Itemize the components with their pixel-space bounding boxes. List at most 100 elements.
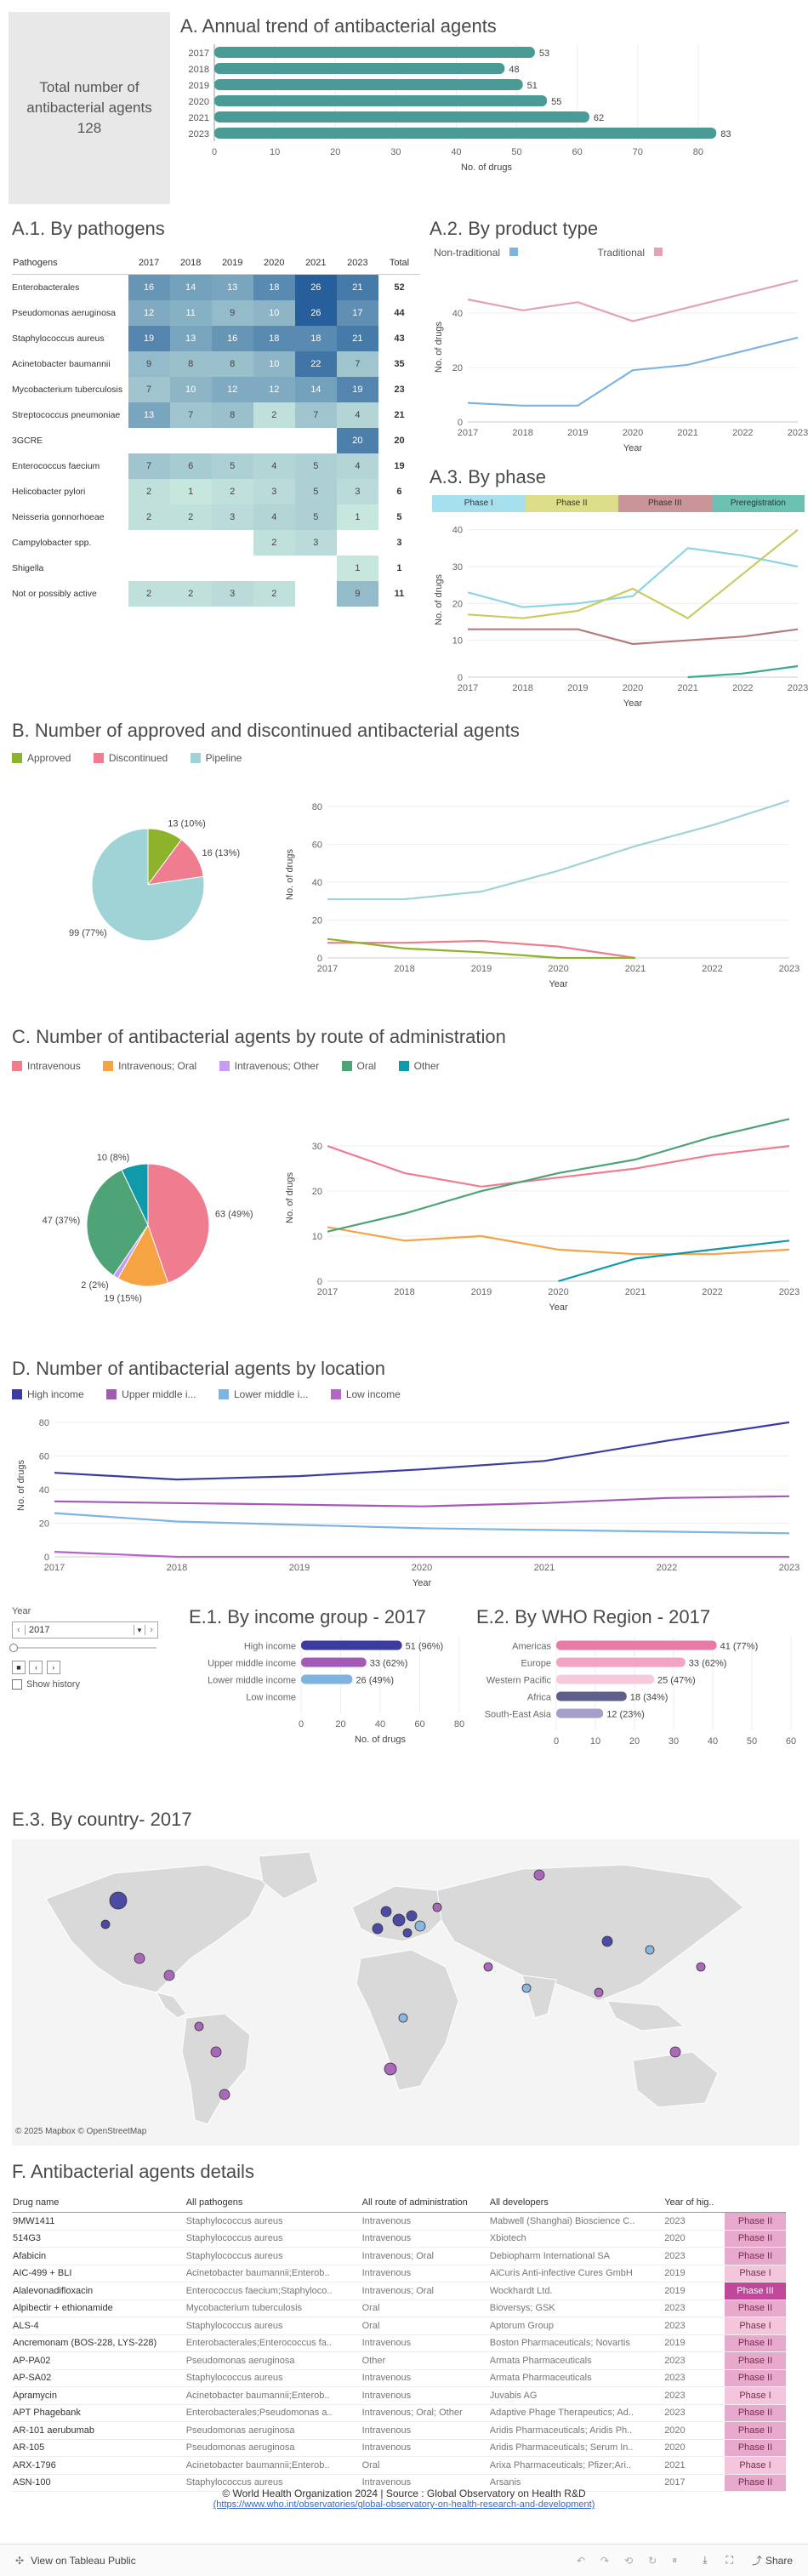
prev-year-button[interactable]: ‹ [17, 1625, 20, 1635]
column-header[interactable]: Year of hig.. [663, 2193, 725, 2213]
view-on-tableau-link[interactable]: View on Tableau Public [31, 2554, 136, 2567]
table-row[interactable]: Alpibectir + ethionamide Mycobacterium tu… [12, 2300, 786, 2317]
table-row[interactable]: AIC-499 + BLI Acinetobacter baumannii;Ent… [12, 2265, 786, 2282]
heat-cell: 2 [211, 479, 253, 504]
revert-icon[interactable]: ⟲ [624, 2554, 634, 2567]
y-tick-label: 60 [312, 840, 322, 850]
slider-handle[interactable] [9, 1644, 18, 1652]
x-tick-label: 2022 [657, 1563, 677, 1573]
x-tick-label: 2019 [471, 964, 492, 974]
heat-cell [128, 428, 170, 453]
chevron-down-icon[interactable]: ▼ [136, 1626, 143, 1634]
checkbox[interactable] [12, 1679, 22, 1690]
bar [214, 128, 717, 139]
drug-name: Alpibectir + ethionamide [12, 2300, 185, 2317]
pathogens-cell: Enterococcus faecium;Staphyloco.. [185, 2282, 361, 2300]
table-row[interactable]: Afabicin Staphylococcus aureus Intravenous… [12, 2247, 786, 2265]
back-button[interactable]: ‹ [29, 1661, 43, 1674]
table-row[interactable]: Alalevonadifloxacin Enterococcus faecium;… [12, 2282, 786, 2300]
x-tick-label: 60 [572, 147, 583, 157]
y-tick-label: 20 [452, 599, 463, 609]
table-row[interactable]: Apramycin Acinetobacter baumannii;Enterob… [12, 2386, 786, 2405]
bar [214, 79, 523, 90]
row-total: 1 [396, 563, 402, 573]
stop-button[interactable]: ■ [12, 1661, 26, 1674]
pause-icon[interactable]: ⏸ [672, 2554, 678, 2566]
x-tick-label: 2023 [788, 683, 808, 693]
show-history-toggle[interactable]: Show history [12, 1679, 80, 1690]
x-tick-label: 60 [786, 1736, 796, 1744]
pathogen-name: Helicobacter pylori [12, 487, 86, 497]
pathogens-cell: Acinetobacter baumannii;Enterob.. [185, 2265, 361, 2282]
tableau-logo-icon: ✣ [15, 2554, 25, 2567]
heat-cell [337, 530, 378, 556]
x-tick-label: 2017 [317, 1287, 338, 1297]
next-year-button[interactable]: › [145, 1625, 157, 1635]
x-tick-label: 2022 [732, 683, 753, 693]
section-title-d: D. Number of antibacterial agents by loc… [12, 1358, 386, 1379]
table-row[interactable]: APT Phagebank Enterobacterales;Pseudomona… [12, 2404, 786, 2422]
phase-legend: Phase I Phase II Phase III Preregistrati… [432, 495, 805, 512]
heat-cell: 5 [294, 479, 337, 504]
section-title-a: A. Annual trend of antibacterial agents [180, 15, 497, 37]
heat-cell: 17 [336, 300, 378, 326]
fullscreen-icon[interactable]: ⛶ [725, 2554, 733, 2566]
play-button[interactable]: › [46, 1661, 60, 1674]
table-row[interactable]: ASN-100 Staphylococcus aureus Intravenous A… [12, 2474, 786, 2492]
x-axis-title: Year [413, 1578, 432, 1588]
pathogens-cell: Staphylococcus aureus [185, 2247, 361, 2265]
y-tick-label: 60 [39, 1451, 49, 1462]
undo-icon[interactable]: ↶ [576, 2554, 586, 2567]
year-slider[interactable] [9, 1644, 156, 1652]
download-icon[interactable]: ⤓ [703, 2554, 708, 2566]
table-row[interactable]: AP-PA02 Pseudomonas aeruginosa Other Armata… [12, 2351, 786, 2370]
route-cell: Intravenous [361, 2230, 489, 2248]
year-cell: 2023 [663, 2351, 725, 2370]
pathogen-name: Neisseria gonnorhoeae [12, 512, 105, 522]
legend-phase-1: Phase I [432, 495, 526, 512]
heat-cell: 5 [294, 504, 337, 530]
row-total: 5 [396, 512, 402, 522]
series-line [327, 938, 635, 960]
route-cell: Intravenous [361, 2369, 489, 2387]
heat-cell: 12 [253, 377, 295, 402]
column-header[interactable]: Drug name [12, 2193, 185, 2213]
y-tick-label: 2021 [189, 113, 209, 123]
route-cell: Intravenous [361, 2212, 489, 2231]
table-row[interactable]: 9MW1411 Staphylococcus aureus Intravenous M… [12, 2212, 786, 2231]
column-header[interactable]: All developers [488, 2193, 664, 2213]
phase-cell: Phase II [725, 2212, 786, 2231]
column-header: 2023 [336, 252, 378, 275]
column-header[interactable] [725, 2193, 786, 2213]
country-marker [533, 1869, 545, 1881]
footer-link[interactable]: (https://www.who.int/observatories/globa… [213, 2499, 595, 2510]
table-row[interactable]: ARX-1796 Acinetobacter baumannii;Enterob.… [12, 2456, 786, 2475]
x-tick-label: 2023 [788, 428, 808, 438]
table-row[interactable]: AR-101 aerubumab Pseudomonas aeruginosa In… [12, 2421, 786, 2440]
share-button[interactable]: Share [765, 2554, 793, 2567]
table-row[interactable]: AP-SA02 Staphylococcus aureus Intravenous A… [12, 2369, 786, 2387]
country-map[interactable] [12, 1839, 799, 2146]
year-select[interactable]: 2017 [25, 1625, 134, 1635]
drug-name: AR-105 [12, 2439, 185, 2457]
column-header[interactable]: All route of administration [361, 2193, 489, 2213]
y-tick-label: Europe [521, 1659, 551, 1669]
legend-pipeline: Pipeline [190, 752, 242, 764]
redo-icon[interactable]: ↷ [600, 2554, 610, 2567]
column-header[interactable]: All pathogens [185, 2193, 361, 2213]
pathogens-cell: Staphylococcus aureus [185, 2317, 361, 2335]
share-icon[interactable]: ⤴ [751, 2555, 762, 2567]
y-tick-label: 0 [44, 1553, 49, 1563]
phase-chart: 0 10 20 30 40 2017 2018 2019 2020 2021 2022 2023 Yea… [434, 526, 808, 709]
pathogens-cell: Enterobacterales;Pseudomonas a.. [185, 2404, 361, 2422]
refresh-icon[interactable]: ↻ [648, 2554, 657, 2567]
table-row[interactable]: 514G3 Staphylococcus aureus Intravenous Xbi… [12, 2230, 786, 2248]
table-row[interactable]: ALS-4 Staphylococcus aureus Oral Aptorum Gr… [12, 2317, 786, 2335]
pathogen-name: Mycobacterium tuberculosis [12, 385, 123, 395]
phase-cell: Phase II [725, 2421, 786, 2440]
table-row[interactable]: Ancremonam (BOS-228, LYS-228) Enterobacte… [12, 2334, 786, 2352]
country-marker [210, 2046, 222, 2058]
table-row[interactable]: AR-105 Pseudomonas aeruginosa Intravenous A… [12, 2439, 786, 2457]
year-filter[interactable]: ‹ 2017 ▼ › [12, 1621, 158, 1638]
data-label: 62 [594, 113, 604, 123]
